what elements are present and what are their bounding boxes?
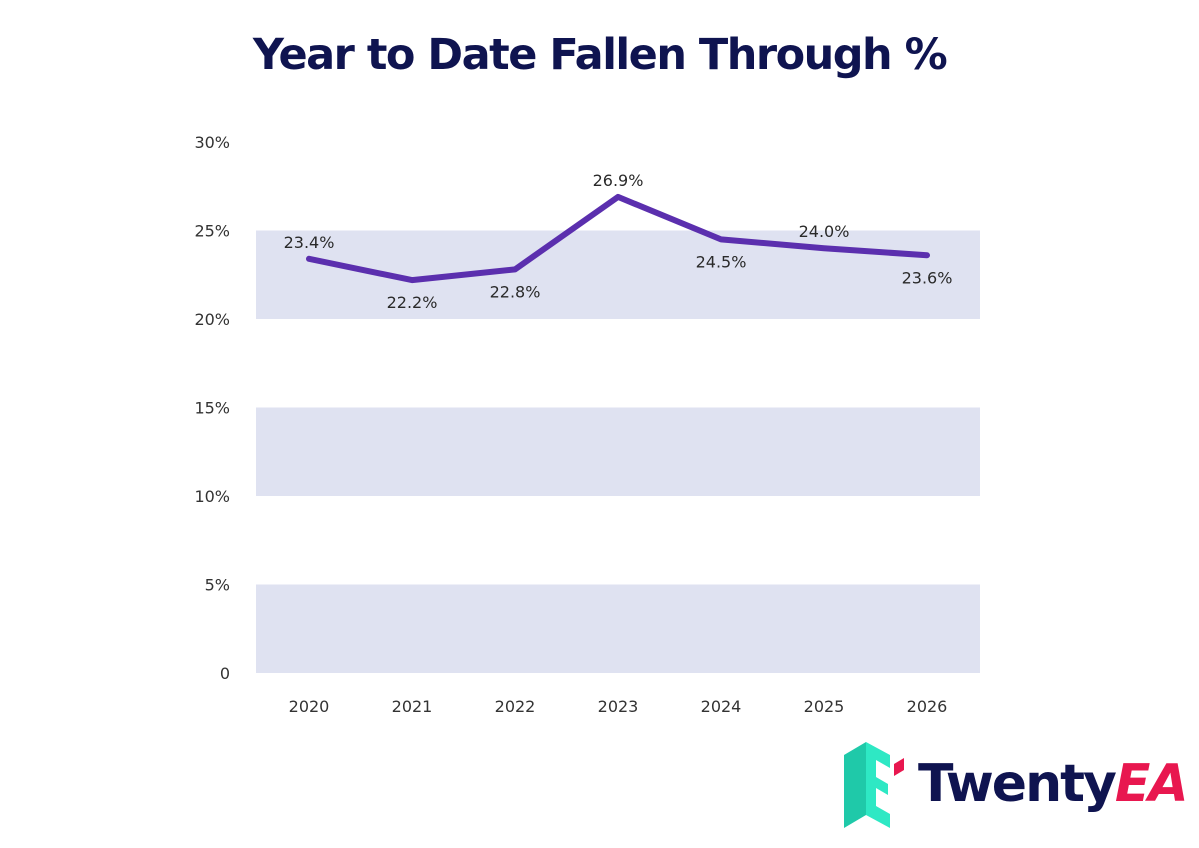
data-label: 23.4% — [284, 233, 335, 252]
logo-wordmark: TwentyEA — [918, 744, 1189, 824]
logo-word-twenty: Twenty — [918, 754, 1117, 814]
y-tick-label: 10% — [194, 487, 230, 506]
logo-word-ea: EA — [1114, 754, 1189, 814]
data-label: 23.6% — [902, 268, 953, 287]
x-tick-label: 2025 — [804, 697, 845, 716]
x-tick-label: 2021 — [392, 697, 433, 716]
y-tick-label: 15% — [194, 399, 230, 418]
x-tick-label: 2022 — [495, 697, 536, 716]
y-tick-label: 5% — [205, 576, 230, 595]
y-tick-label: 20% — [194, 310, 230, 329]
x-tick-label: 2023 — [598, 697, 639, 716]
data-label: 26.9% — [593, 171, 644, 190]
data-label: 24.5% — [696, 252, 747, 271]
x-axis-ticks: 2020 2021 2022 2023 2024 2025 2026 — [289, 697, 948, 716]
band-2 — [256, 230, 980, 319]
chart-title: Year to Date Fallen Through % — [252, 30, 948, 80]
series-layer — [306, 193, 930, 284]
band-1 — [256, 407, 980, 496]
background-bands — [256, 230, 980, 673]
twentyea-logo: TwentyEA — [840, 740, 1190, 835]
data-labels: 23.4% 22.2% 22.8% 26.9% 24.5% 24.0% 23.6% — [284, 171, 953, 312]
data-label: 22.8% — [490, 282, 541, 301]
y-tick-label: 0 — [220, 664, 230, 683]
x-tick-label: 2026 — [907, 697, 948, 716]
data-label: 24.0% — [799, 222, 850, 241]
y-tick-label: 25% — [194, 222, 230, 241]
data-label: 22.2% — [387, 293, 438, 312]
y-tick-label: 30% — [194, 133, 230, 152]
x-tick-label: 2020 — [289, 697, 330, 716]
band-0 — [256, 584, 980, 673]
x-tick-label: 2024 — [701, 697, 742, 716]
series-line — [306, 193, 930, 284]
y-axis-ticks: 0 5% 10% 15% 20% 25% 30% — [194, 133, 230, 683]
logo-mark-icon — [844, 742, 904, 828]
